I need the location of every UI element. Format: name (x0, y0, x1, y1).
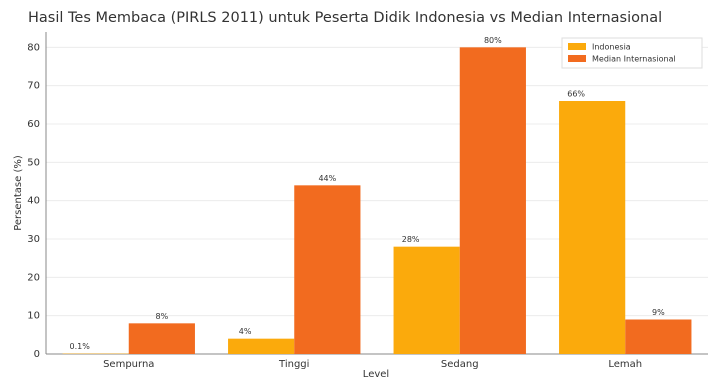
bar (294, 185, 360, 354)
value-label: 8% (155, 312, 168, 321)
y-tick-label: 0 (34, 349, 40, 360)
bar (625, 320, 691, 355)
y-tick-label: 10 (27, 311, 40, 322)
legend-swatch (568, 55, 586, 62)
chart-title: Hasil Tes Membaca (PIRLS 2011) untuk Pes… (28, 10, 662, 26)
y-tick-label: 30 (27, 234, 40, 245)
y-tick-label: 50 (27, 157, 40, 168)
legend-label: Indonesia (592, 43, 631, 52)
y-axis-label: Persentase (%) (13, 155, 24, 231)
value-label: 9% (652, 308, 665, 317)
y-tick-label: 20 (27, 272, 40, 283)
x-tick-label: Lemah (608, 359, 642, 370)
bar (228, 339, 294, 354)
bar (559, 101, 625, 354)
bar (460, 47, 526, 354)
value-label: 0.1% (69, 342, 90, 351)
y-tick-label: 40 (27, 196, 40, 207)
value-label: 44% (318, 174, 336, 183)
y-tick-label: 70 (27, 81, 40, 92)
legend-box (562, 38, 702, 68)
x-tick-label: Sedang (441, 359, 479, 370)
x-axis-label: Level (363, 369, 389, 378)
value-label: 28% (402, 235, 420, 244)
bar (394, 247, 460, 354)
y-tick-label: 60 (27, 119, 40, 130)
value-label: 66% (567, 90, 585, 99)
x-tick-label: Tinggi (278, 359, 309, 370)
y-tick-label: 80 (27, 42, 40, 53)
value-label: 4% (239, 327, 252, 336)
x-tick-label: Sempurna (103, 359, 154, 370)
value-label: 80% (484, 36, 502, 45)
legend-label: Median Internasional (592, 55, 676, 64)
legend-swatch (568, 43, 586, 50)
bar (129, 323, 195, 354)
